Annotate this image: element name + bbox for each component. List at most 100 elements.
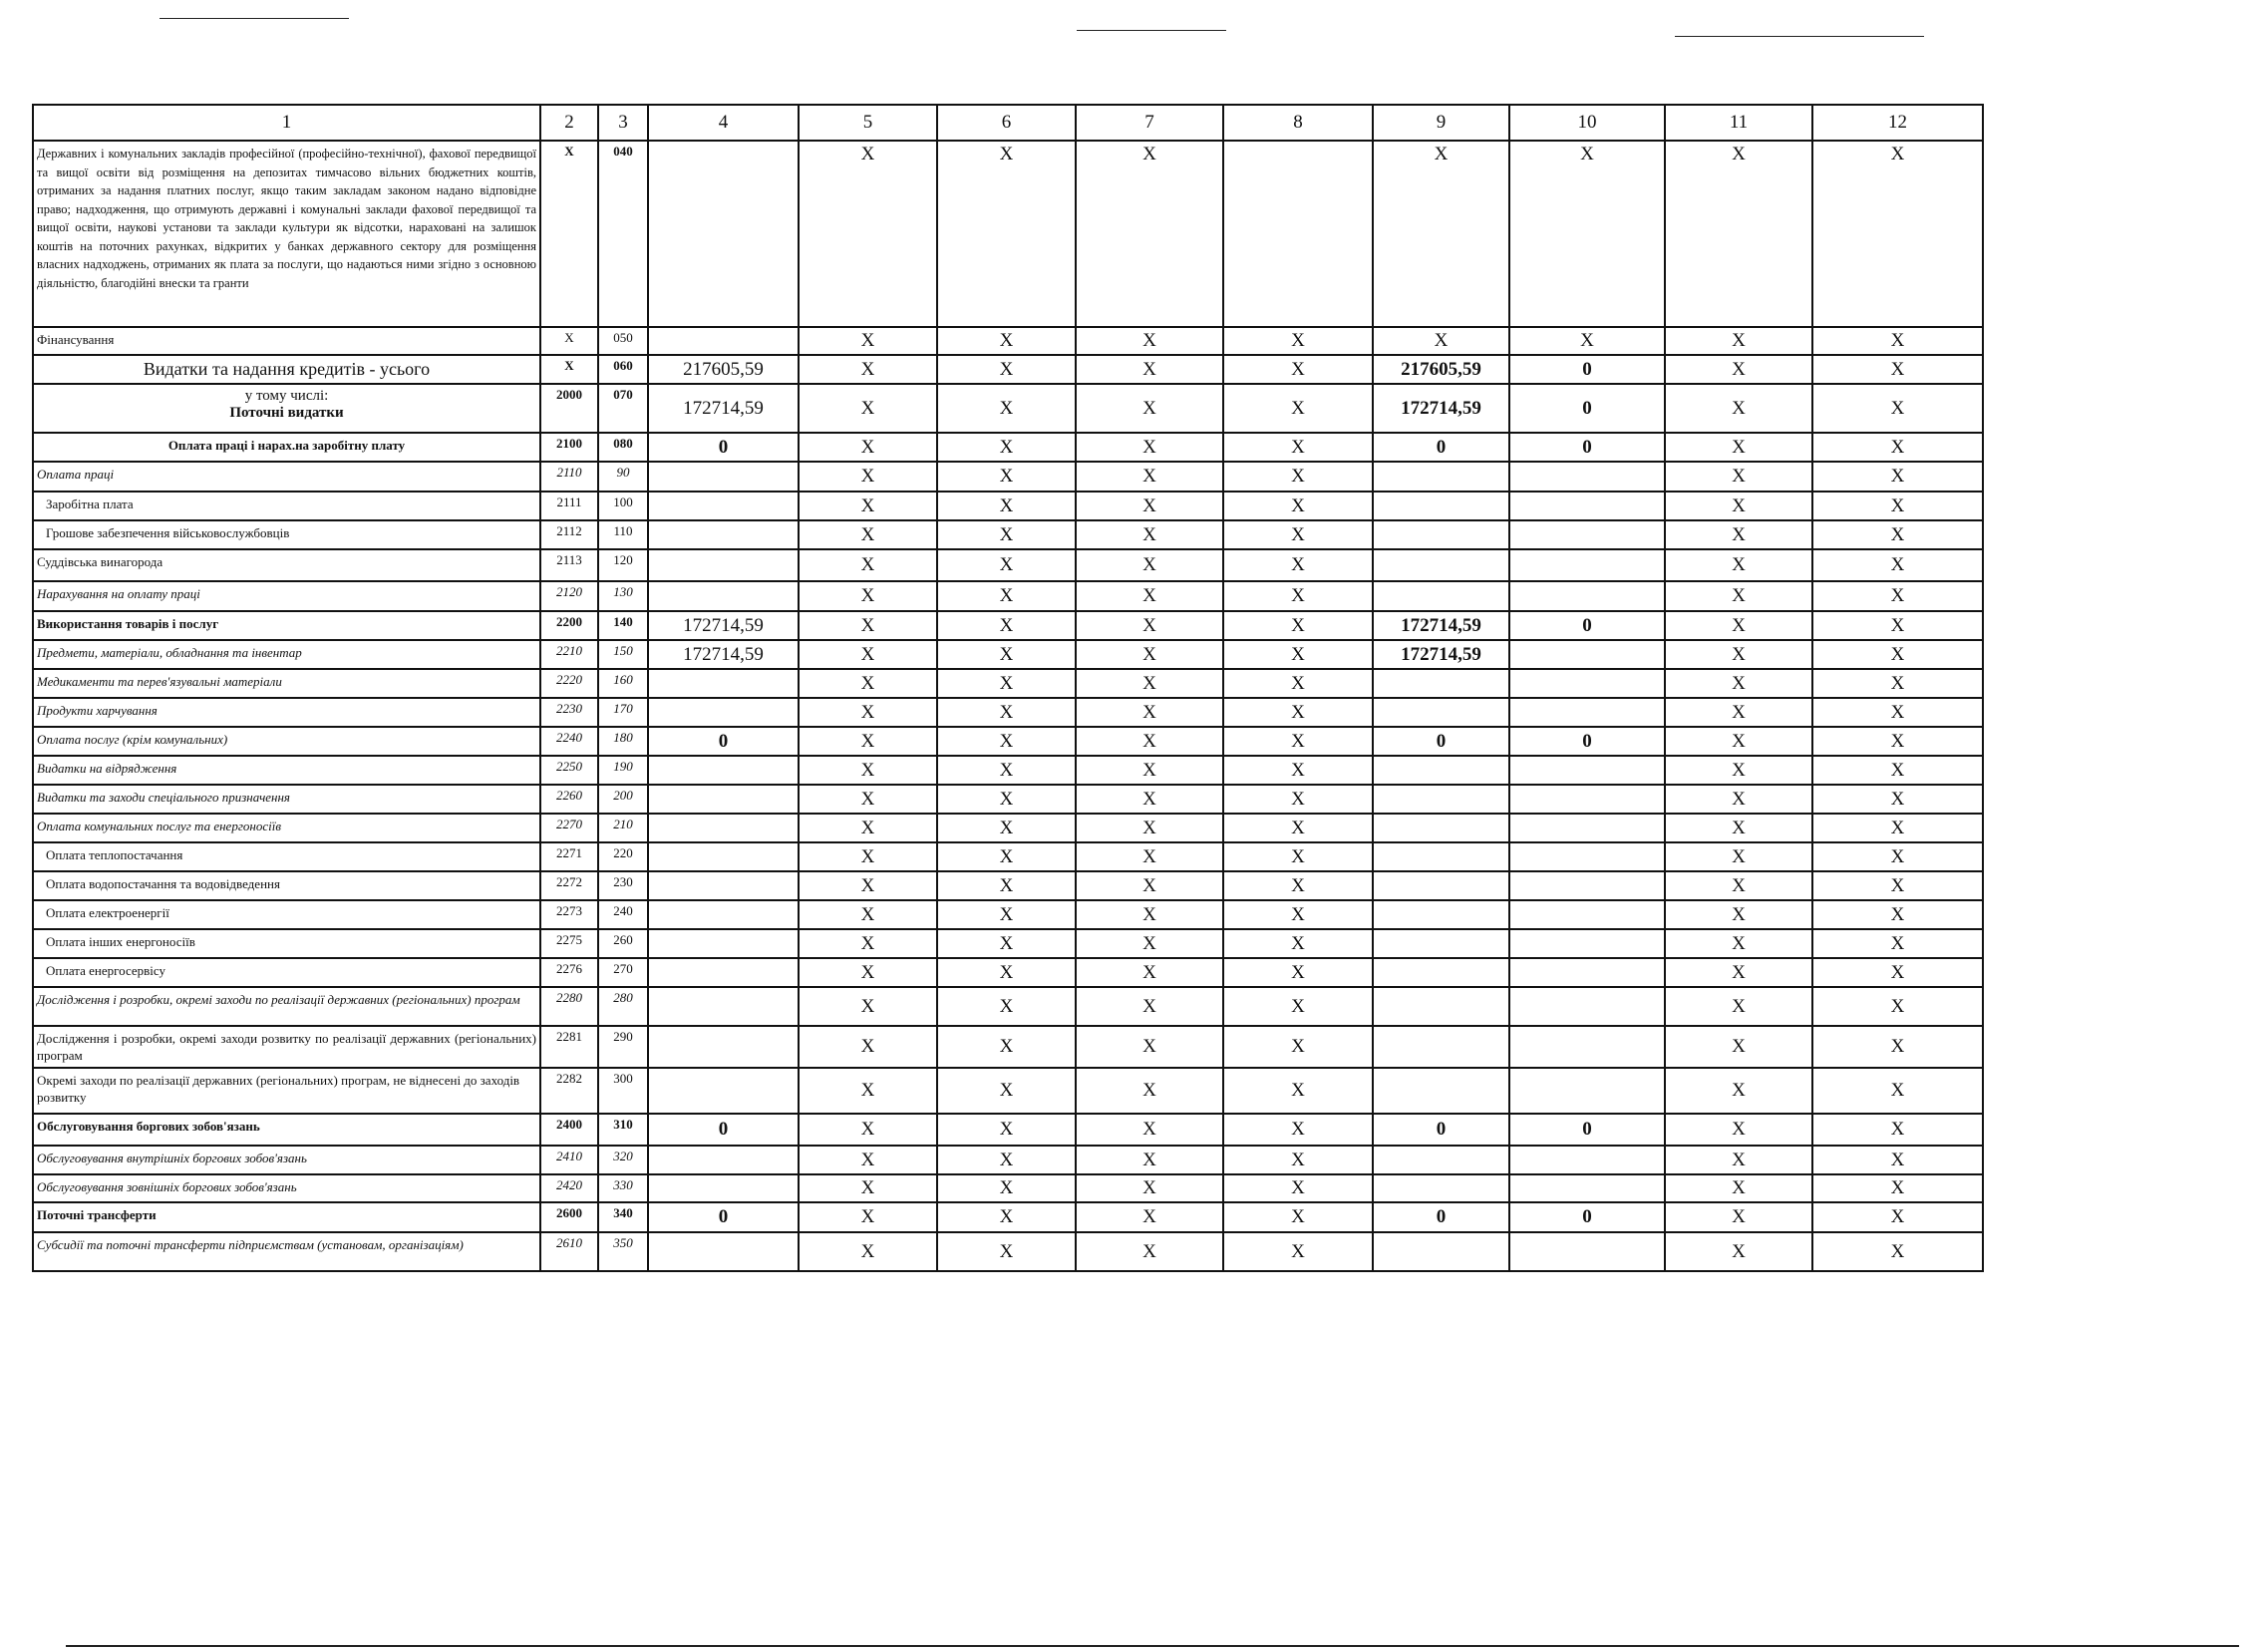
- cell-col-6: X: [936, 1145, 1077, 1175]
- row-code: 240: [597, 899, 649, 930]
- cell-col-9: [1372, 1025, 1510, 1069]
- cell-col-10: 0: [1508, 383, 1666, 434]
- cell-col-6: X: [936, 697, 1077, 728]
- table-row: Обслуговування зовнішніх боргових зобов'…: [32, 1173, 1984, 1203]
- kekv-code: 2281: [539, 1025, 599, 1069]
- row-label: Окремі заходи по реалізації державних (р…: [32, 1067, 541, 1115]
- cell-col-4: 172714,59: [647, 639, 800, 670]
- cell-col-10: [1508, 1145, 1666, 1175]
- column-header-11: 11: [1664, 104, 1813, 142]
- cell-col-10: [1508, 639, 1666, 670]
- cell-col-5: X: [798, 697, 938, 728]
- row-code: 210: [597, 813, 649, 843]
- cell-col-4: [647, 140, 800, 328]
- cell-col-7: X: [1075, 326, 1224, 356]
- cell-col-4: [647, 1173, 800, 1203]
- cell-col-6: X: [936, 432, 1077, 463]
- kekv-code: 2282: [539, 1067, 599, 1115]
- cell-col-4: [647, 986, 800, 1027]
- cell-col-11: X: [1664, 957, 1813, 988]
- cell-col-6: X: [936, 1067, 1077, 1115]
- cell-col-4: [647, 1067, 800, 1115]
- cell-col-9: [1372, 899, 1510, 930]
- cell-col-9: 0: [1372, 432, 1510, 463]
- cell-col-8: X: [1222, 326, 1374, 356]
- cell-col-11: X: [1664, 1025, 1813, 1069]
- cell-col-10: 0: [1508, 610, 1666, 641]
- cell-col-7: X: [1075, 755, 1224, 786]
- table-row: Видатки на відрядження 2250 190 X X X X X X: [32, 755, 1984, 786]
- cell-col-12: X: [1811, 519, 1984, 550]
- cell-col-12: X: [1811, 813, 1984, 843]
- cell-col-5: X: [798, 1067, 938, 1115]
- row-code: 080: [597, 432, 649, 463]
- cell-col-11: X: [1664, 697, 1813, 728]
- kekv-code: 2272: [539, 870, 599, 901]
- cell-col-8: X: [1222, 610, 1374, 641]
- cell-col-10: 0: [1508, 726, 1666, 757]
- cell-col-9: [1372, 813, 1510, 843]
- cell-col-4: [647, 1025, 800, 1069]
- cell-col-6: X: [936, 610, 1077, 641]
- cell-col-9: [1372, 1067, 1510, 1115]
- cell-col-11: X: [1664, 548, 1813, 582]
- row-label: Видатки та надання кредитів - усього: [32, 354, 541, 385]
- row-label: Дослідження і розробки, окремі заходи ро…: [32, 1025, 541, 1069]
- cell-col-5: X: [798, 726, 938, 757]
- row-code: 280: [597, 986, 649, 1027]
- cell-col-6: X: [936, 928, 1077, 959]
- cell-col-9: 0: [1372, 1201, 1510, 1233]
- row-code: 340: [597, 1201, 649, 1233]
- cell-col-12: X: [1811, 491, 1984, 521]
- cell-col-11: X: [1664, 383, 1813, 434]
- table-row: Заробітна плата 2111 100 X X X X X X: [32, 491, 1984, 521]
- cell-col-5: X: [798, 519, 938, 550]
- column-number-row: 1 2 3 4 5 6 7 8 9 10 11 12: [32, 104, 1984, 142]
- kekv-code: 2273: [539, 899, 599, 930]
- row-code: 200: [597, 784, 649, 815]
- cell-col-8: X: [1222, 461, 1374, 493]
- kekv-code: 2270: [539, 813, 599, 843]
- column-header-8: 8: [1222, 104, 1374, 142]
- cell-col-10: [1508, 899, 1666, 930]
- cell-col-12: X: [1811, 1113, 1984, 1147]
- cell-col-12: X: [1811, 354, 1984, 385]
- row-code: 050: [597, 326, 649, 356]
- budget-expenditure-table: 1 2 3 4 5 6 7 8 9 10 11 12 Державних і комунальних …: [32, 104, 1984, 1272]
- cell-col-6: X: [936, 755, 1077, 786]
- cell-col-7: X: [1075, 668, 1224, 699]
- cell-col-10: 0: [1508, 1113, 1666, 1147]
- cell-col-10: [1508, 668, 1666, 699]
- column-header-5: 5: [798, 104, 938, 142]
- cell-col-6: X: [936, 491, 1077, 521]
- table-row: Оплата праці 2110 90 X X X X X X: [32, 461, 1984, 493]
- kekv-code: 2600: [539, 1201, 599, 1233]
- column-header-7: 7: [1075, 104, 1224, 142]
- cell-col-7: X: [1075, 461, 1224, 493]
- row-label: Оплата електроенергії: [32, 899, 541, 930]
- cell-col-11: X: [1664, 491, 1813, 521]
- cell-col-12: X: [1811, 957, 1984, 988]
- table-row: Оплата теплопостачання 2271 220 X X X X X X: [32, 841, 1984, 872]
- cell-col-10: [1508, 813, 1666, 843]
- cell-col-11: X: [1664, 755, 1813, 786]
- cell-col-4: [647, 519, 800, 550]
- cell-col-7: X: [1075, 841, 1224, 872]
- cell-col-5: X: [798, 1113, 938, 1147]
- cell-col-9: X: [1372, 140, 1510, 328]
- table-row: Оплата енергосервісу 2276 270 X X X X X X: [32, 957, 1984, 988]
- row-code: 160: [597, 668, 649, 699]
- row-code: 070: [597, 383, 649, 434]
- kekv-code: 2280: [539, 986, 599, 1027]
- cell-col-5: X: [798, 784, 938, 815]
- cell-col-5: X: [798, 461, 938, 493]
- cell-col-10: 0: [1508, 1201, 1666, 1233]
- cell-col-8: X: [1222, 1173, 1374, 1203]
- row-code: 140: [597, 610, 649, 641]
- kekv-code: 2250: [539, 755, 599, 786]
- cell-col-6: X: [936, 639, 1077, 670]
- cell-col-7: X: [1075, 1113, 1224, 1147]
- cell-col-8: X: [1222, 1231, 1374, 1272]
- cell-col-11: X: [1664, 639, 1813, 670]
- table-row: Оплата водопостачання та водовідведення 2…: [32, 870, 1984, 901]
